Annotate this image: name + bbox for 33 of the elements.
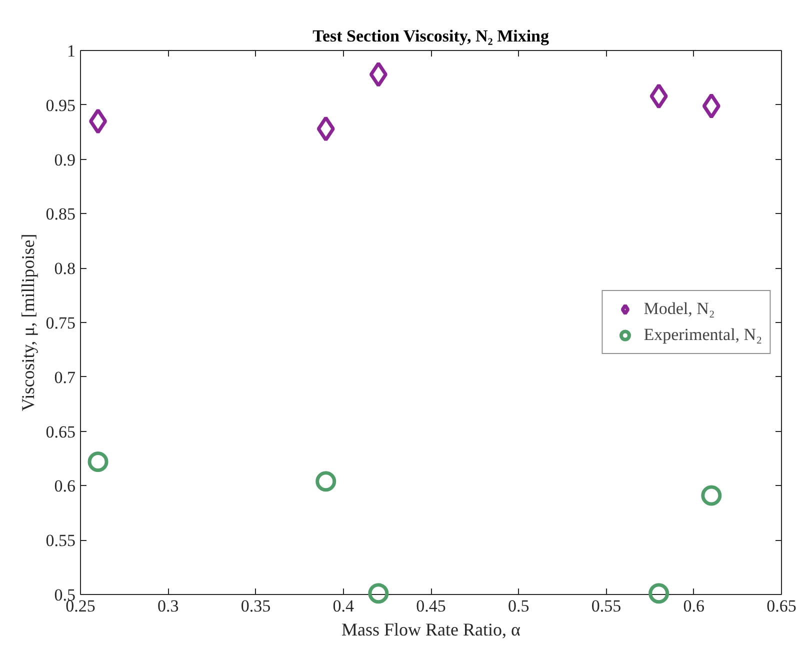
y-tick-label: 1 — [67, 42, 76, 60]
point — [316, 116, 335, 142]
point — [88, 108, 108, 134]
y-tick-label: 0.6 — [54, 476, 76, 496]
x-tick-label: 0.4 — [332, 596, 354, 616]
y-tick-label: 0.95 — [46, 96, 76, 115]
y-tick-label: 0.75 — [46, 314, 76, 332]
y-tick-label: 0.65 — [46, 422, 76, 442]
point — [88, 452, 108, 472]
point — [316, 471, 336, 492]
legend-label: Experimental, N₂ — [644, 325, 762, 345]
x-tick-label: 0.55 — [591, 596, 622, 616]
x-tick-label: 0.6 — [683, 596, 704, 616]
legend-label: Model, N₂ — [644, 299, 715, 319]
point — [648, 583, 670, 604]
y-axis-title: Viscosity, μ, [millipoise] — [18, 234, 38, 412]
y-tick-label: 0.7 — [54, 368, 76, 387]
point — [368, 583, 389, 604]
y-tick-label: 0.85 — [46, 204, 76, 224]
x-tick-label: 0.45 — [416, 596, 446, 616]
x-tick-label: 0.3 — [158, 596, 179, 616]
x-axis-title: Mass Flow Rate Ratio, α — [342, 620, 522, 640]
x-tick-label: 0.5 — [508, 596, 530, 616]
point — [701, 485, 722, 506]
y-tick-label: 0.8 — [54, 259, 76, 278]
point — [369, 62, 388, 88]
y-tick-label: 0.55 — [46, 531, 76, 550]
x-tick-label: 0.35 — [240, 596, 271, 616]
point — [650, 83, 668, 109]
y-tick-label: 0.9 — [54, 150, 76, 170]
chart-title: Test Section Viscosity, N₂ Mixing — [312, 26, 550, 46]
x-tick-label: 0.65 — [766, 596, 796, 616]
point — [702, 93, 720, 119]
